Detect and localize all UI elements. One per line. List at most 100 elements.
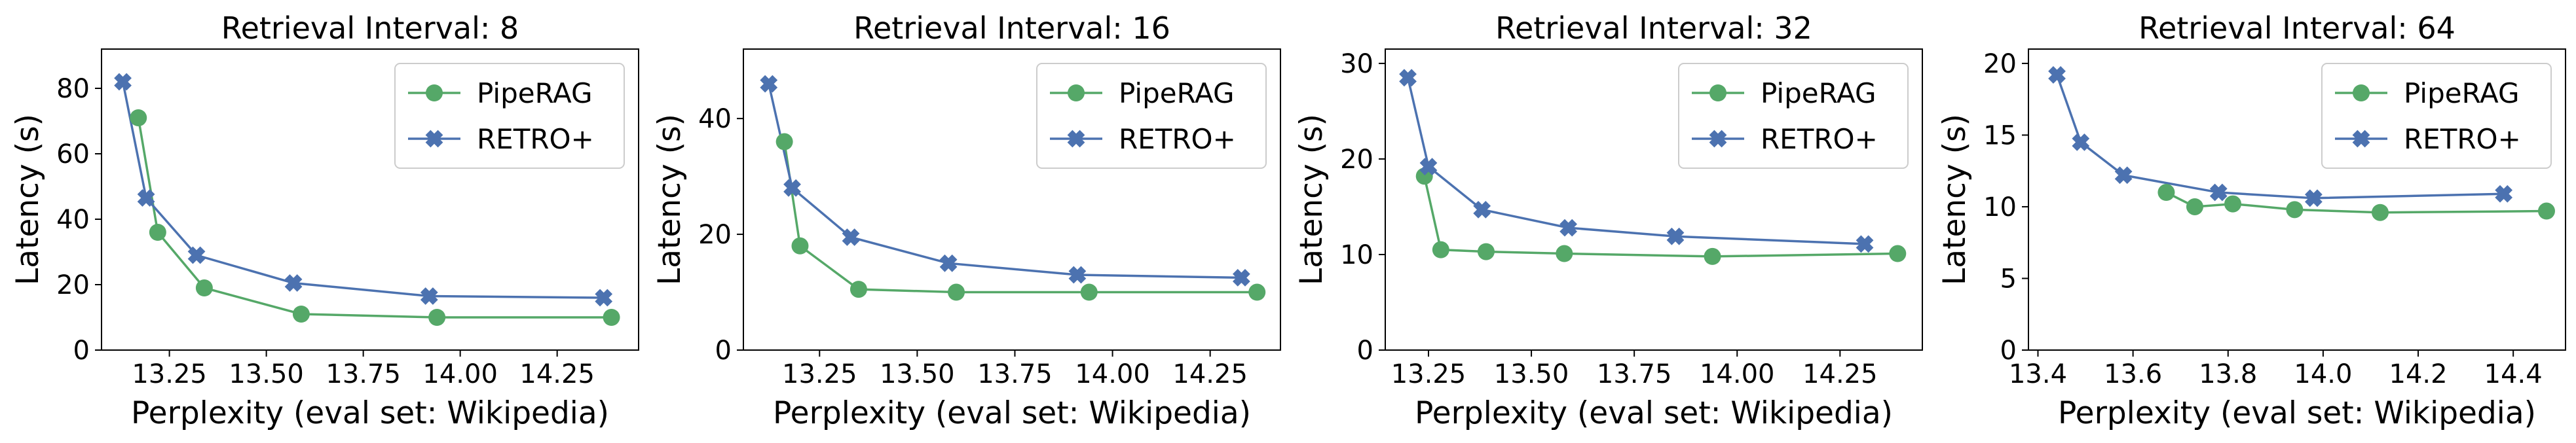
y-tick-label: 60 [56,139,90,169]
x-tick-label: 14.00 [1700,359,1775,389]
plot-area [743,48,1281,351]
series-line-piperag [1423,175,1898,258]
legend-box [1678,63,1909,169]
y-tick-label: 15 [1983,120,2017,151]
data-point-piperag [1432,241,1449,258]
legend-label-piperag: PipeRAG [1119,77,1235,109]
x-tick-label: 13.25 [782,359,857,389]
data-point-piperag [791,237,809,255]
y-tick-label: 80 [56,74,90,104]
x-tick-label: 13.25 [1391,359,1466,389]
data-point-piperag [1556,245,1573,262]
x-axis-label: Perplexity (eval set: Wikipedia) [2058,395,2536,431]
y-tick-label: 0 [2000,336,2017,366]
y-tick-label: 40 [698,104,732,134]
data-point-piperag [2186,198,2203,215]
data-point-retro- [783,179,801,197]
x-axis-label: Perplexity (eval set: Wikipedia) [1415,395,1893,431]
data-point-retro- [1232,269,1250,287]
data-point-retro- [137,189,155,207]
data-point-retro- [939,254,958,272]
series-line-retro- [121,81,604,299]
data-point-piperag [1248,283,1266,301]
y-tick-label: 20 [698,220,732,250]
legend: PipeRAG RETRO+ [1036,63,1267,169]
legend-marker-piperag [2353,84,2370,101]
x-axis-label: Perplexity (eval set: Wikipedia) [131,395,609,431]
series-line-retro- [2055,74,2504,200]
plot-area [2028,48,2566,351]
y-axis-label: Latency (s) [652,114,688,285]
data-point-retro- [2305,189,2323,207]
data-point-retro- [760,75,778,93]
data-point-piperag [948,283,965,301]
x-tick-label: 13.4 [2009,359,2067,389]
y-tick-label: 30 [1340,49,1373,79]
data-point-piperag [1889,245,1907,262]
chart-title: Retrieval Interval: 64 [2138,10,2455,46]
chart-panel-2: Retrieval Interval: 16 13.25 13.50 13.75 14.… [652,10,1281,431]
data-point-piperag [1704,247,1721,265]
data-point-retro- [2048,66,2066,84]
x-tick-label: 14.00 [422,359,498,389]
x-tick-label: 13.50 [229,359,304,389]
data-point-piperag [1477,243,1495,260]
series-line-retro- [768,83,1242,279]
chart-title: Retrieval Interval: 16 [853,10,1170,46]
data-point-piperag [2157,184,2175,202]
data-point-retro- [187,246,206,264]
data-point-retro- [284,274,303,292]
legend-marker-piperag [426,84,443,101]
chart-title: Retrieval Interval: 8 [221,10,519,46]
legend-box [2321,63,2552,169]
x-tick-label: 13.50 [1494,359,1569,389]
x-tick-label: 14.25 [1172,359,1248,389]
x-tick-label: 13.75 [326,359,401,389]
chart-panel-3: Retrieval Interval: 32 13.25 13.50 13.75 14.… [1294,10,1923,431]
x-tick-label: 13.50 [880,359,955,389]
x-axis-label: Perplexity (eval set: Wikipedia) [773,395,1251,431]
legend-label-piperag: PipeRAG [477,77,593,109]
legend-marker-piperag [1068,84,1085,101]
y-tick-label: 20 [1340,145,1373,175]
y-axis-label: Latency (s) [10,114,46,285]
x-tick-label: 14.2 [2389,359,2448,389]
data-point-piperag [2286,201,2304,219]
data-point-piperag [1080,283,1098,301]
legend-label-retro-: RETRO+ [1119,123,1236,155]
data-point-piperag [2224,195,2242,213]
x-tick-label: 14.25 [519,359,595,389]
x-tick-label: 14.0 [2294,359,2352,389]
legend-box [1036,63,1267,169]
legend-box [394,63,625,169]
legend-marker-retro- [2352,130,2370,148]
data-point-piperag [292,306,310,323]
y-tick-label: 20 [1983,49,2017,79]
data-point-retro- [1068,266,1087,284]
legend-label-retro-: RETRO+ [2404,123,2521,155]
legend-marker-retro- [1709,130,1727,148]
data-point-retro- [114,73,132,91]
data-point-piperag [195,279,213,296]
x-tick-label: 14.25 [1802,359,1878,389]
y-tick-label: 5 [2000,264,2017,294]
y-tick-label: 0 [715,336,732,366]
y-tick-label: 10 [1983,192,2017,222]
data-point-retro- [1666,227,1685,245]
legend-label-retro-: RETRO+ [477,123,594,155]
legend-marker-retro- [425,130,443,148]
data-point-retro- [1419,158,1438,176]
data-point-piperag [130,109,147,126]
data-point-piperag [2537,202,2555,220]
chart-title: Retrieval Interval: 32 [1495,10,1812,46]
legend: PipeRAG RETRO+ [2321,63,2552,169]
y-axis-label: Latency (s) [1937,114,1973,285]
y-tick-label: 0 [73,336,90,366]
chart-panel-4: Retrieval Interval: 64 13.4 13.6 13.8 14.0 14… [1937,10,2566,431]
y-axis-label: Latency (s) [1294,114,1330,285]
legend: PipeRAG RETRO+ [394,63,625,169]
data-point-piperag [1415,168,1433,185]
y-tick-label: 20 [56,270,90,300]
